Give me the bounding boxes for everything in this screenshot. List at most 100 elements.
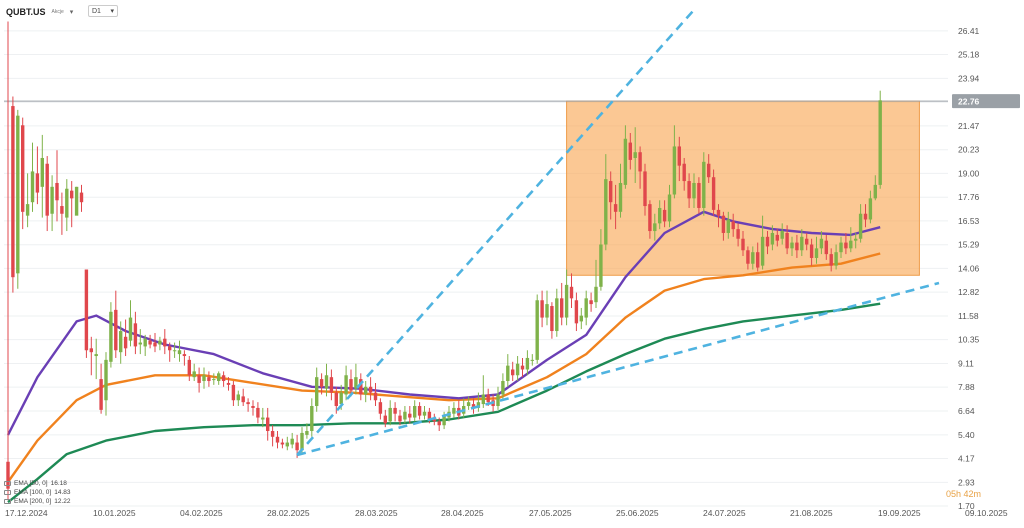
timeframe-select[interactable]: D1 ▾ [88, 5, 118, 17]
candle-body [359, 379, 363, 395]
candle-body [177, 350, 182, 355]
candle-body [785, 232, 789, 249]
candle-body [295, 442, 299, 451]
candle-body [285, 442, 289, 447]
candle-body [618, 182, 623, 212]
candle-body [476, 402, 481, 408]
candle-body [481, 394, 485, 405]
candle-body [153, 342, 157, 347]
candle-body [413, 406, 417, 418]
candle-body [604, 179, 608, 245]
current-price-label: 22.76 [958, 97, 980, 107]
candle-body [746, 250, 750, 264]
candle-body [104, 359, 108, 401]
candle-body [560, 298, 564, 318]
y-tick-label: 25.18 [958, 50, 980, 60]
candle-body [246, 402, 250, 405]
x-tick-label: 25.06.2025 [616, 508, 659, 518]
candle-body [667, 194, 672, 222]
candle-body [364, 386, 368, 395]
legend-ema100[interactable]: EMA [100, 0] 14.83 [4, 488, 71, 497]
candle-body [692, 182, 696, 199]
y-tick-label: 1.70 [958, 501, 975, 511]
y-tick-label: 9.11 [958, 359, 974, 369]
visibility-icon[interactable] [4, 490, 11, 495]
candle-body [427, 411, 432, 420]
candle-body [726, 219, 730, 233]
candle-body [119, 331, 123, 353]
candle-body [128, 317, 133, 341]
visibility-icon[interactable] [4, 481, 11, 486]
candle-body [94, 354, 98, 357]
candle-body [6, 461, 10, 489]
candle-body [756, 252, 760, 268]
candle-body [275, 436, 280, 443]
candle-body [79, 192, 84, 203]
candle-body [339, 392, 343, 405]
candle-body [45, 163, 49, 216]
candle-body [187, 359, 191, 376]
candle-body [280, 442, 285, 445]
candle-body [814, 248, 819, 258]
candle-body [829, 254, 833, 266]
candle-body [65, 188, 69, 218]
candle-body [530, 359, 534, 361]
legend-ema200[interactable]: EMA [200, 0] 12.22 [4, 497, 71, 506]
candle-body [658, 207, 662, 224]
candle-body [398, 415, 402, 422]
candle-body [780, 231, 784, 239]
candle-body [711, 177, 716, 210]
candle-body [775, 234, 779, 241]
candle-body [55, 182, 59, 201]
candle-body [373, 392, 378, 401]
candle-body [383, 415, 387, 424]
candle-body [324, 375, 329, 389]
y-tick-label: 26.41 [958, 26, 980, 36]
x-tick-label: 24.07.2025 [703, 508, 746, 518]
chevron-down-icon[interactable]: ▾ [69, 9, 74, 16]
candle-body [349, 379, 353, 391]
candle-body [133, 323, 138, 347]
candle-body [50, 186, 54, 214]
candle-body [466, 402, 471, 407]
candle-body [266, 417, 270, 432]
candle-body [471, 404, 476, 408]
trend-line [296, 9, 695, 456]
legend-ema50[interactable]: EMA [50, 0] 16.18 [4, 479, 71, 488]
candle-body [839, 242, 843, 253]
x-tick-label: 17.12.2024 [5, 508, 48, 518]
candle-body [197, 375, 201, 383]
candle-body [863, 213, 868, 220]
candle-body [310, 406, 314, 432]
candle-body [35, 173, 40, 193]
instrument-type: Akcje [51, 9, 64, 15]
candle-body [432, 419, 436, 422]
candle-body [158, 340, 162, 345]
symbol-name[interactable]: QUBT.US [6, 7, 46, 17]
y-tick-label: 10.35 [958, 335, 980, 345]
candle-body [168, 346, 172, 351]
candle-body [437, 421, 441, 426]
candle-body [662, 209, 667, 222]
candle-body [501, 381, 505, 395]
x-tick-label: 21.08.2025 [790, 508, 833, 518]
y-tick-label: 20.23 [958, 145, 980, 155]
candle-body [702, 161, 706, 208]
visibility-icon[interactable] [4, 499, 11, 504]
candle-body [672, 146, 677, 195]
y-tick-label: 11.58 [958, 311, 979, 321]
candle-body [515, 363, 520, 376]
candle-body [873, 184, 877, 199]
candle-body [251, 406, 255, 408]
candle-body [858, 213, 863, 239]
candle-body [800, 236, 804, 251]
candle-body [442, 415, 446, 426]
y-tick-label: 15.29 [958, 240, 980, 250]
candle-body [805, 238, 809, 245]
legend-label: EMA [100, 0] [14, 489, 52, 496]
candle-body [163, 338, 167, 347]
candle-body [40, 157, 44, 187]
candle-body [16, 115, 20, 274]
